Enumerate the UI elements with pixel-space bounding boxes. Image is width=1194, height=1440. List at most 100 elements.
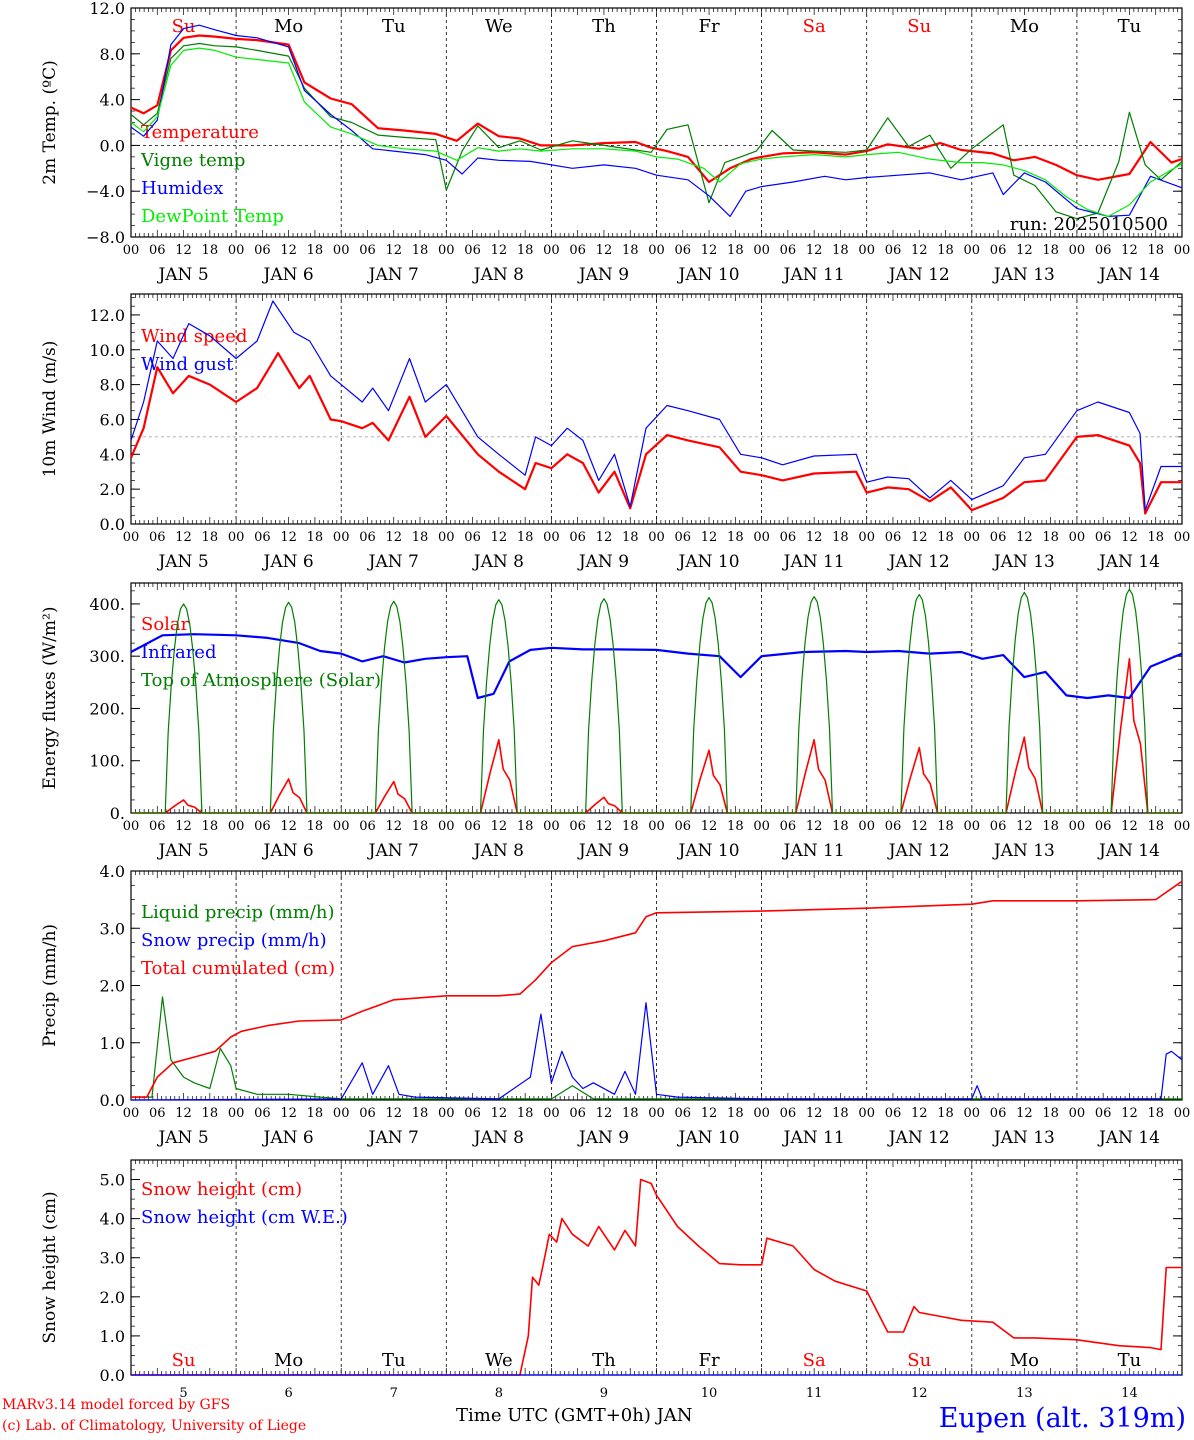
hour-tick-label: 12 <box>175 530 192 545</box>
hour-tick-label: 06 <box>1095 1106 1112 1121</box>
day-label: JAN 11 <box>782 841 845 861</box>
weekday-label: Th <box>592 1350 616 1371</box>
hour-tick-label: 12 <box>806 243 823 258</box>
weekday-label: Th <box>592 16 616 37</box>
hour-tick-label: 06 <box>359 819 376 834</box>
day-label: JAN 14 <box>1097 265 1160 285</box>
hour-tick-label: 00 <box>1174 530 1191 545</box>
legend-entry: Humidex <box>141 178 223 199</box>
hour-tick-label: 06 <box>149 243 166 258</box>
series-line-temperature <box>130 34 1183 184</box>
day-label: JAN 7 <box>367 552 419 572</box>
y-tick-label: 4.0 <box>100 862 125 881</box>
hour-tick-label: 12 <box>596 819 613 834</box>
series-line-liquid-precip-mm-h- <box>131 996 1182 1100</box>
weekday-label: Mo <box>1010 16 1039 37</box>
hour-tick-label: 00 <box>964 530 981 545</box>
hour-tick-label: 00 <box>438 243 455 258</box>
legend-entry: Temperature <box>141 122 259 143</box>
hour-tick-label: 12 <box>280 1106 297 1121</box>
y-tick-label: 2.0 <box>100 977 125 996</box>
weekday-label: Su <box>907 16 931 37</box>
y-tick-label: 6.0 <box>100 410 125 429</box>
hour-tick-label: 12 <box>701 530 718 545</box>
day-label: JAN 14 <box>1097 1128 1160 1148</box>
y-tick-label: 0.0 <box>100 515 125 534</box>
day-label: JAN 14 <box>1097 552 1160 572</box>
weekday-label: Tu <box>1118 1350 1142 1371</box>
hour-tick-label: 06 <box>149 530 166 545</box>
y-tick-label: 2.0 <box>100 480 125 499</box>
hour-tick-label: 18 <box>1042 1106 1059 1121</box>
hour-tick-label: 18 <box>1042 243 1059 258</box>
hour-tick-label: 00 <box>333 819 350 834</box>
series-line-humidex <box>130 24 1183 217</box>
y-tick-label: 3.0 <box>100 919 125 938</box>
y-tick-label: 5.0 <box>100 1171 125 1190</box>
y-axis-title: 10m Wind (m/s) <box>40 341 60 478</box>
day-label: JAN 8 <box>472 841 524 861</box>
hour-tick-label: 18 <box>202 243 219 258</box>
series-line-snow-precip-mm-h- <box>130 1002 1183 1101</box>
hour-tick-label: 18 <box>727 530 744 545</box>
day-label: JAN 6 <box>262 552 314 572</box>
y-axis-title: Precip (mm/h) <box>40 924 60 1047</box>
y-tick-label: 0.0 <box>100 1091 125 1110</box>
hour-tick-label: 12 <box>1016 530 1033 545</box>
run-annotation: run: 2025010500 <box>1010 214 1168 235</box>
hour-tick-label: 18 <box>1147 530 1164 545</box>
hour-tick-label: 06 <box>675 243 692 258</box>
hour-tick-label: 12 <box>806 819 823 834</box>
panel-2: 0.0 2.0 4.0 6.0 8.0 10.0 12.0 10m Wind (m/s) 00 0… <box>40 293 1191 572</box>
hour-tick-label: 18 <box>412 1106 429 1121</box>
hour-tick-label: 00 <box>964 243 981 258</box>
day-label: JAN 6 <box>262 1128 314 1148</box>
panel-1: −8.0 −4.0 0.0 4.0 8.0 12.0 2m Temp. (ºC) 00 06 12… <box>40 0 1190 285</box>
hour-tick-label: 00 <box>964 819 981 834</box>
day-label: JAN 9 <box>577 1128 629 1148</box>
hour-tick-label: 00 <box>543 243 560 258</box>
y-tick-label: 300. <box>89 647 125 666</box>
hour-tick-label: 18 <box>307 530 324 545</box>
hour-tick-label: 06 <box>990 530 1007 545</box>
day-number: 13 <box>1016 1386 1033 1401</box>
hour-tick-label: 00 <box>753 243 770 258</box>
legend-entry: Vigne temp <box>140 150 245 171</box>
day-label: JAN 8 <box>472 552 524 572</box>
hour-tick-label: 06 <box>885 243 902 258</box>
day-label: JAN 13 <box>992 841 1055 861</box>
legend-entry: Liquid precip (mm/h) <box>141 902 335 923</box>
hour-tick-label: 12 <box>280 819 297 834</box>
day-label: JAN 5 <box>156 552 208 572</box>
day-label: JAN 5 <box>156 841 208 861</box>
hour-tick-label: 12 <box>701 1106 718 1121</box>
hour-tick-label: 18 <box>727 243 744 258</box>
hour-tick-label: 18 <box>727 819 744 834</box>
hour-tick-label: 00 <box>228 819 245 834</box>
day-label: JAN 10 <box>677 1128 740 1148</box>
hour-tick-label: 12 <box>701 819 718 834</box>
hour-tick-label: 00 <box>333 243 350 258</box>
day-label: JAN 12 <box>887 552 950 572</box>
hour-tick-label: 18 <box>622 819 639 834</box>
day-label: JAN 13 <box>992 552 1055 572</box>
hour-tick-label: 00 <box>1174 243 1191 258</box>
hour-tick-label: 12 <box>385 1106 402 1121</box>
hour-tick-label: 18 <box>202 530 219 545</box>
y-tick-label: 12.0 <box>89 306 125 325</box>
hour-tick-label: 06 <box>359 243 376 258</box>
hour-tick-label: 12 <box>491 243 508 258</box>
hour-tick-label: 12 <box>385 819 402 834</box>
day-number: 5 <box>179 1386 187 1401</box>
y-tick-label: 200. <box>89 699 125 718</box>
hour-tick-label: 00 <box>858 243 875 258</box>
weekday-label: Su <box>907 1350 931 1371</box>
weekday-label: Su <box>172 16 196 37</box>
day-label: JAN 5 <box>156 1128 208 1148</box>
hour-tick-label: 06 <box>149 1106 166 1121</box>
day-number: 7 <box>390 1386 398 1401</box>
day-number: 14 <box>1121 1386 1138 1401</box>
legend-entry: Snow height (cm) <box>141 1179 302 1200</box>
hour-tick-label: 18 <box>412 530 429 545</box>
